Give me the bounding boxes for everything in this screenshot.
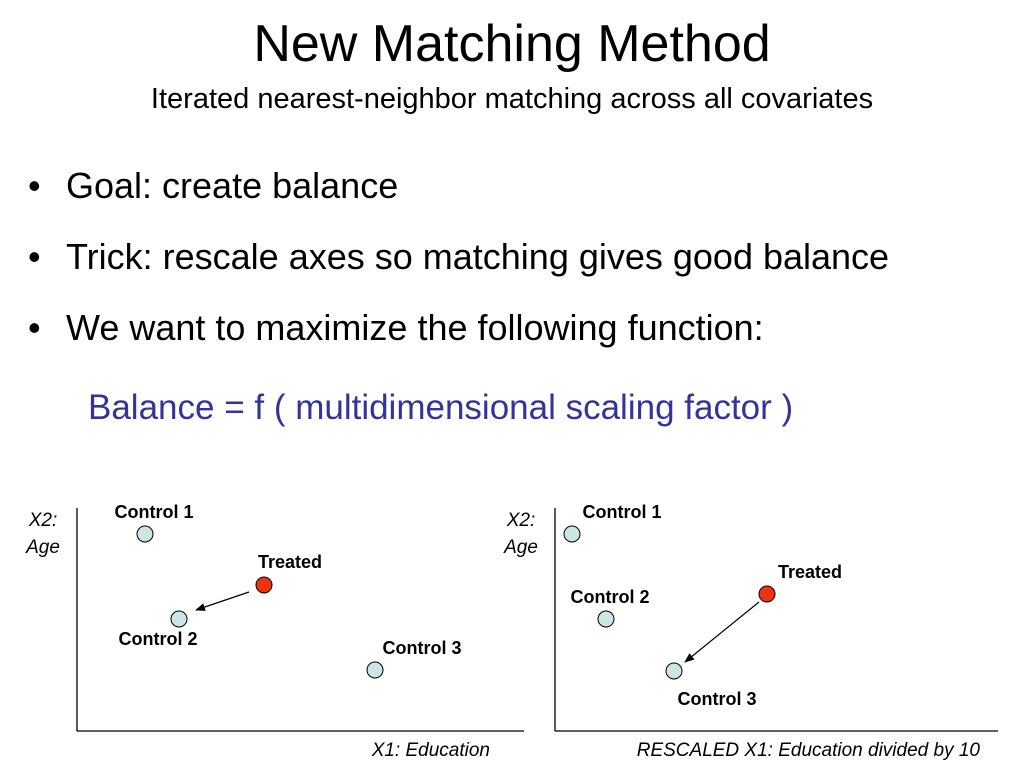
match-arrow <box>684 601 760 663</box>
control-1-point <box>563 525 581 543</box>
control-1-label: Control 1 <box>583 502 662 522</box>
x-axis-label: RESCALED X1: Education divided by 10 <box>637 740 981 761</box>
treated-label: Treated <box>778 562 842 582</box>
bullet-item: • Goal: create balance <box>28 150 889 221</box>
bullet-item: • We want to maximize the following func… <box>28 292 889 363</box>
control-2-label: Control 2 <box>571 587 650 607</box>
y-axis-label-line1: X2: <box>506 510 536 531</box>
bullet-icon: • <box>28 306 41 348</box>
control-3-label: Control 3 <box>383 638 462 658</box>
y-axis-label-line2: Age <box>25 537 60 558</box>
control-2-label: Control 2 <box>119 629 198 649</box>
treated-point <box>758 585 776 603</box>
bullet-icon: • <box>28 235 41 277</box>
bullet-text: We want to maximize the following functi… <box>66 306 764 348</box>
slide-subtitle: Iterated nearest-neighbor matching acros… <box>150 83 874 115</box>
y-axis-label-line1: X2: <box>28 510 58 531</box>
balance-equation: Balance = f ( multidimensional scaling f… <box>88 388 794 427</box>
bullet-list: • Goal: create balance • Trick: rescale … <box>28 150 889 363</box>
control-3-point <box>366 661 384 679</box>
bullet-icon: • <box>28 164 41 206</box>
control-2-point <box>597 610 615 628</box>
y-axis-label-line2: Age <box>503 537 538 558</box>
match-arrow <box>195 591 250 611</box>
x-axis-label: X1: Education <box>371 740 490 761</box>
slide-title: New Matching Method <box>253 15 771 73</box>
control-1-point <box>136 525 154 543</box>
treated-label: Treated <box>258 552 322 572</box>
control-1-label: Control 1 <box>115 502 194 522</box>
matching-diagrams: X2: Age X1: Education Control 1 Treated … <box>25 502 998 761</box>
bullet-text: Goal: create balance <box>66 164 399 206</box>
bullet-text: Trick: rescale axes so matching gives go… <box>66 235 890 277</box>
treated-point <box>255 576 273 594</box>
diagram-rescaled: X2: Age RESCALED X1: Education divided b… <box>503 502 998 761</box>
control-3-label: Control 3 <box>678 689 757 709</box>
bullet-item: • Trick: rescale axes so matching gives … <box>28 221 889 292</box>
diagram-original: X2: Age X1: Education Control 1 Treated … <box>25 502 524 761</box>
control-3-point <box>665 662 683 680</box>
control-2-point <box>170 610 188 628</box>
